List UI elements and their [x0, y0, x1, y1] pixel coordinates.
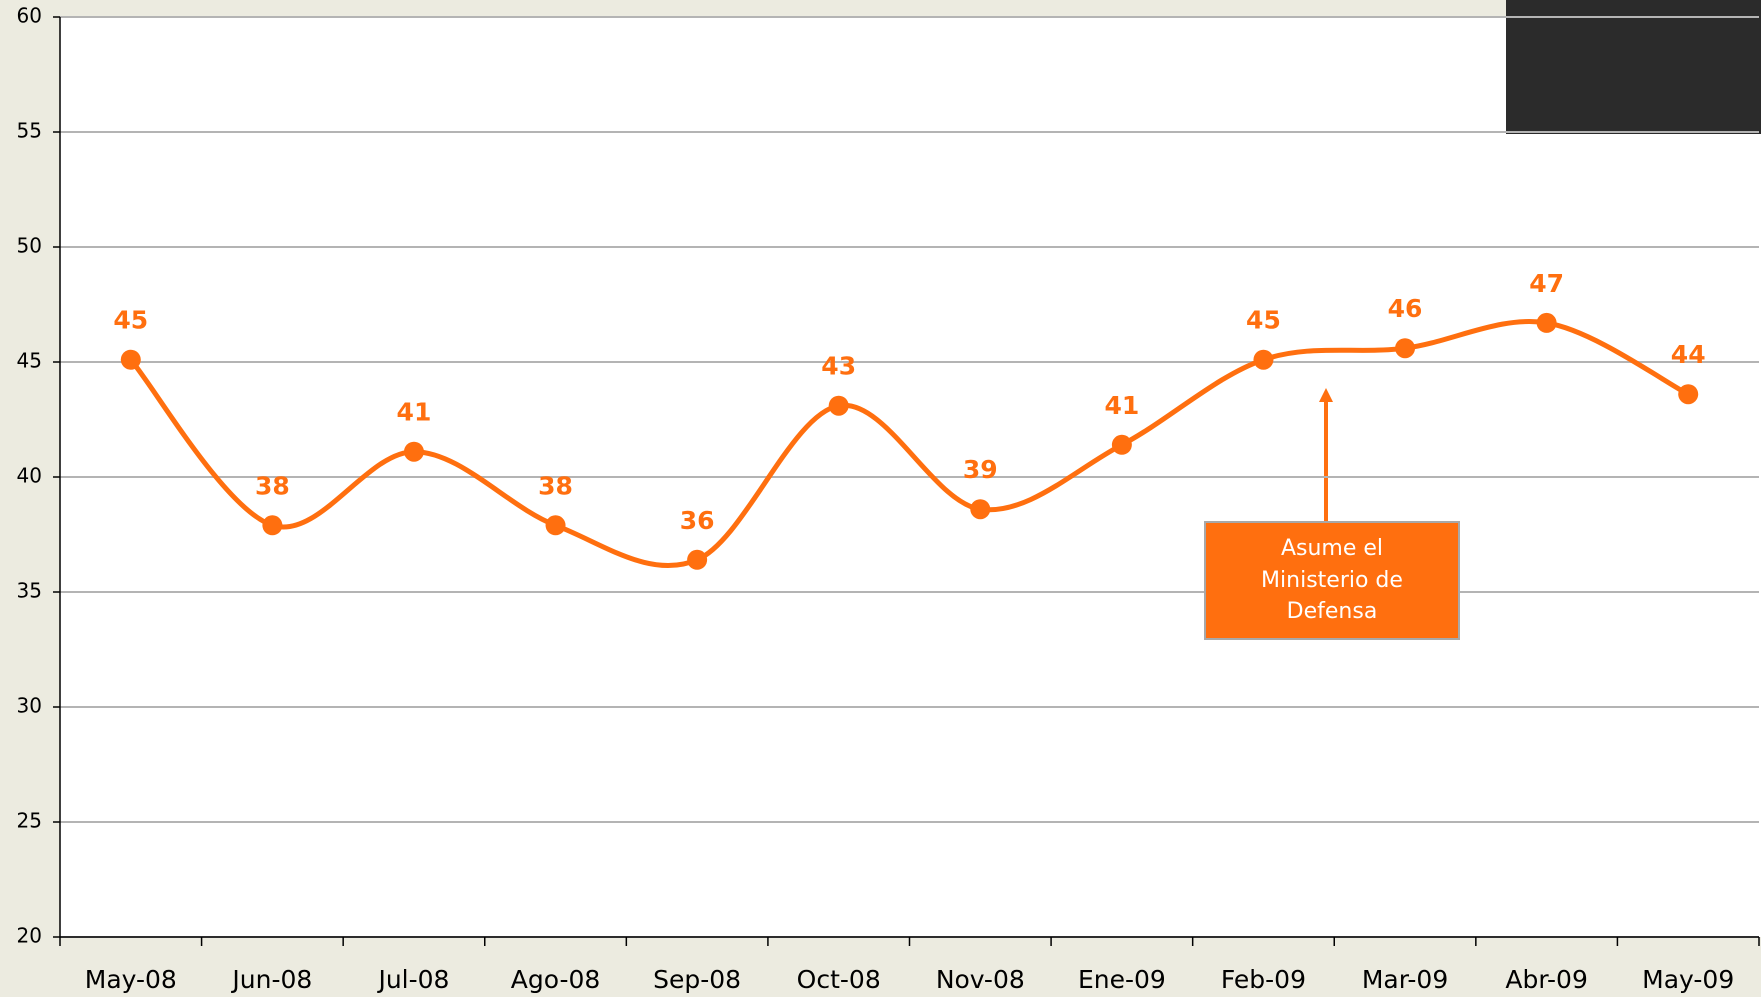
point: [687, 549, 708, 570]
point: [1395, 338, 1416, 359]
y-tick-label: 35: [17, 579, 42, 603]
point: [403, 441, 424, 462]
y-tick-label: 45: [17, 349, 42, 373]
point: [1111, 434, 1132, 455]
y-tick-label: 25: [17, 809, 42, 833]
point: [828, 395, 849, 416]
y-tick-label: 55: [17, 119, 42, 143]
x-tick-label: Mar-09: [1362, 965, 1448, 994]
photo: [1506, 0, 1761, 134]
y-tick-label: 60: [17, 4, 42, 28]
value-label: 43: [821, 352, 856, 381]
x-tick-label: Abr-09: [1505, 965, 1587, 994]
annotation: Asume el Ministerio de Defensa: [1204, 521, 1460, 640]
value-label: 38: [538, 471, 573, 500]
x-tick-label: Jun-08: [230, 965, 312, 994]
value-label: 36: [680, 506, 715, 535]
x-tick-label: Jul-08: [376, 965, 449, 994]
x-tick-label: Sep-08: [653, 965, 741, 994]
point: [120, 349, 141, 370]
point: [1536, 312, 1557, 333]
point: [970, 499, 991, 520]
point: [1678, 384, 1699, 405]
x-tick-label: Oct-08: [797, 965, 881, 994]
x-tick-label: Ago-08: [511, 965, 601, 994]
x-tick-label: Feb-09: [1221, 965, 1306, 994]
y-tick-label: 50: [17, 234, 42, 258]
value-label: 38: [255, 471, 290, 500]
value-label: 41: [397, 398, 432, 427]
arrow-head: [1319, 388, 1333, 402]
x-tick-label: Ene-09: [1078, 965, 1166, 994]
value-label: 45: [1246, 306, 1281, 335]
value-label: 47: [1529, 269, 1564, 298]
point: [1253, 349, 1274, 370]
point: [262, 515, 283, 536]
value-label: 46: [1388, 294, 1423, 323]
value-label: 39: [963, 455, 998, 484]
x-tick-label: Nov-08: [936, 965, 1025, 994]
x-tick-label: May-08: [85, 965, 177, 994]
y-tick-label: 40: [17, 464, 42, 488]
y-tick-label: 30: [17, 694, 42, 718]
value-label: 45: [113, 306, 148, 335]
y-tick-label: 20: [17, 924, 42, 948]
value-label: 44: [1671, 340, 1706, 369]
value-label: 41: [1104, 391, 1139, 420]
x-tick-label: May-09: [1642, 965, 1734, 994]
point: [545, 515, 566, 536]
